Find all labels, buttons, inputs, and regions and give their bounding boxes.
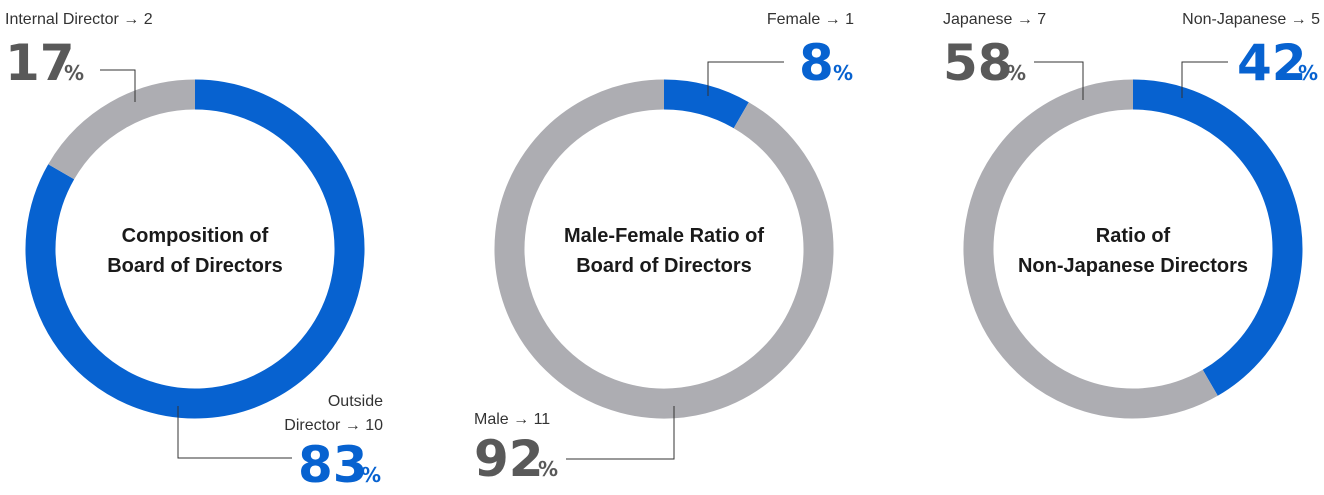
label-japanese: Japanese → 7 <box>943 11 1046 28</box>
leader-japanese <box>1034 61 1084 100</box>
slice-japanese <box>963 79 1218 419</box>
pct-sign-female: % <box>833 61 853 85</box>
chart-title-line-1: Male-Female Ratio of <box>564 225 764 247</box>
label-non-japanese: Non-Japanese → 5 <box>1182 11 1320 28</box>
leader-male <box>566 406 675 460</box>
leader-female <box>707 61 784 96</box>
label-male: Male → 11 <box>474 411 550 428</box>
value-japanese: 58 <box>943 34 1013 92</box>
label-outside-director-2: Director → 10 <box>284 417 383 434</box>
value-female: 8 <box>799 34 834 92</box>
pct-sign-male: % <box>538 457 558 481</box>
slice-non-japanese <box>1132 79 1303 396</box>
leader-internal-director <box>100 69 136 102</box>
value-outside-director: 83 <box>298 436 368 494</box>
value-non-japanese: 42 <box>1237 34 1307 92</box>
value-internal-director: 17 <box>5 34 75 92</box>
pct-sign-outside: % <box>361 463 381 487</box>
label-outside-director-1: Outside <box>328 393 383 410</box>
chart-title-line-2: Non-Japanese Directors <box>1018 255 1248 277</box>
chart-title-line-2: Board of Directors <box>107 255 283 277</box>
pct-sign-non-japanese: % <box>1298 61 1318 85</box>
chart-title-line-2: Board of Directors <box>576 255 752 277</box>
leader-non-japanese <box>1181 61 1228 98</box>
chart-board-composition: Composition of Board of Directors Intern… <box>5 11 383 494</box>
chart-title-line-1: Ratio of <box>1096 225 1171 247</box>
label-internal-director: Internal Director → 2 <box>5 11 153 28</box>
label-female: Female → 1 <box>767 11 854 28</box>
leader-outside-director <box>177 406 292 459</box>
chart-non-japanese-ratio: Ratio of Non-Japanese Directors Japanese… <box>943 11 1320 419</box>
chart-title-line-1: Composition of <box>122 225 269 247</box>
slice-female <box>663 79 749 129</box>
pct-sign-japanese: % <box>1006 61 1026 85</box>
pct-sign-internal: % <box>64 61 84 85</box>
slice-internal-director <box>48 79 196 180</box>
value-male: 92 <box>474 430 544 488</box>
slice-male <box>494 79 834 419</box>
chart-male-female-ratio: Male-Female Ratio of Board of Directors … <box>474 11 854 488</box>
slice-outside-director <box>25 79 365 419</box>
